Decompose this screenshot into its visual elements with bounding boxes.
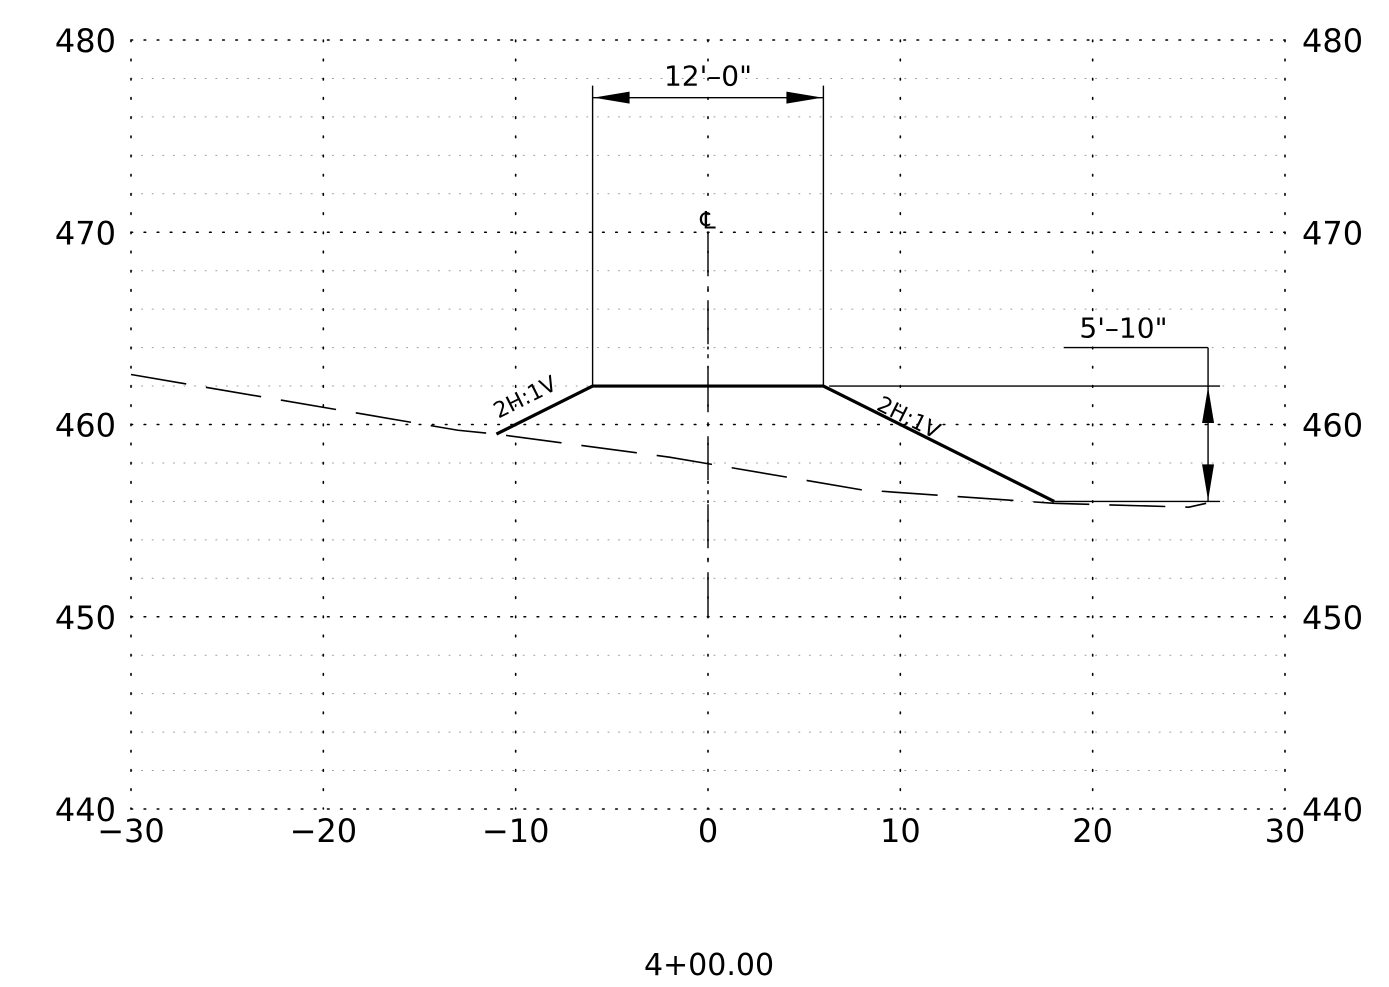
y-tick-label-left: 440 [55,791,116,829]
x-tick-label: 30 [1265,812,1306,850]
proposed-section-line [495,384,1055,503]
slope-label: 2H:1V [490,372,561,424]
x-tick-label: −10 [482,812,550,850]
existing-ground-polyline [130,373,1207,508]
height-dimension-text: 5'–10" [1079,312,1167,345]
x-tick-label: −30 [97,812,165,850]
x-tick-label: 20 [1072,812,1113,850]
x-tick-label: −20 [290,812,358,850]
dimensions: 12'–0" 5'–10" [591,60,1221,503]
x-tick-label: 0 [698,812,718,850]
height-arrow-bottom [1202,464,1215,501]
x-tick-label: 10 [880,812,921,850]
y-tick-label-left: 460 [55,407,116,445]
station-label: 4+00.00 [644,948,774,983]
proposed-section-polyline [495,384,1055,503]
y-tick-label-right: 480 [1302,22,1363,60]
width-arrow-right [786,91,823,104]
y-tick-label-left: 450 [55,599,116,637]
width-arrow-left [593,91,630,104]
centerline-symbol: ℄ [699,206,716,234]
y-tick-label-left: 470 [55,214,116,252]
y-tick-label-right: 450 [1302,599,1363,637]
labels: 440 440 450 450 460 460 470 470 480 480 −30 −20 −10 0… [55,22,1363,850]
existing-ground-line [130,373,1207,508]
y-tick-label-right: 470 [1302,214,1363,252]
y-tick-label-right: 440 [1302,791,1363,829]
slope-label: 2H:1V [873,392,944,444]
centerline: ℄ [699,206,716,617]
y-tick-label-left: 480 [55,22,116,60]
width-dimension-text: 12'–0" [664,60,752,93]
y-tick-label-right: 460 [1302,407,1363,445]
height-arrow-top [1202,387,1215,424]
